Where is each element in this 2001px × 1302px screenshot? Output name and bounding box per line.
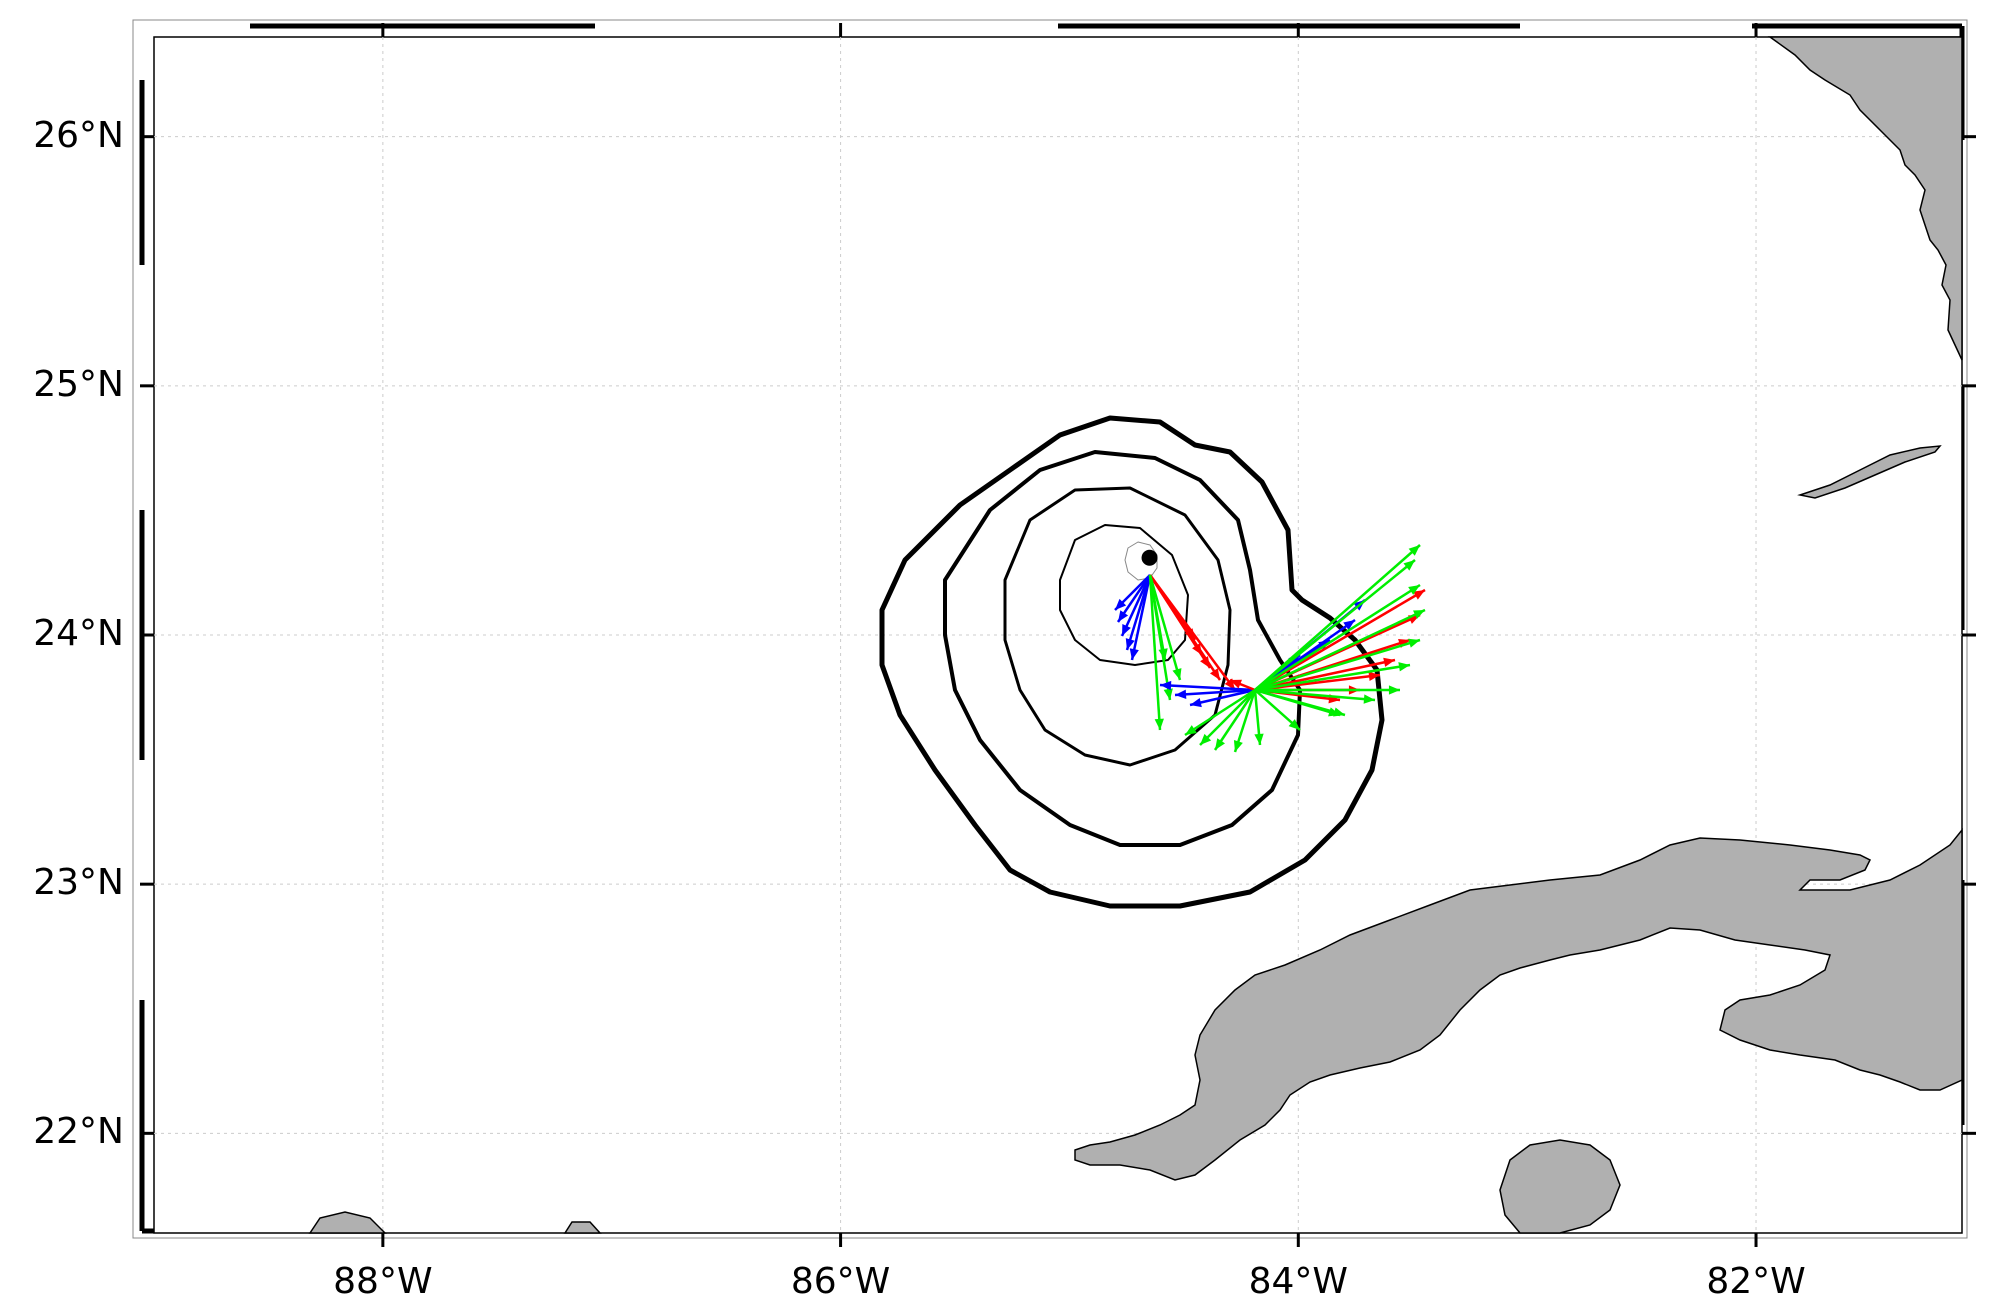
contour-line	[1003, 486, 1232, 767]
yucatan-land	[308, 1211, 387, 1234]
cuba-land	[1074, 827, 1963, 1181]
vector-arrow	[1199, 689, 1256, 746]
vector-arrows	[1114, 544, 1426, 753]
lat-label: 26°N	[33, 114, 124, 156]
contour-line	[943, 450, 1302, 847]
vector-arrow	[1255, 685, 1400, 695]
lon-label: 88°W	[333, 1261, 433, 1302]
vector-arrow	[1120, 574, 1152, 637]
vector-arrow	[1254, 688, 1346, 717]
vector-arrow	[1233, 689, 1257, 753]
vector-arrow	[1189, 688, 1256, 708]
vector-arrow	[1114, 574, 1151, 611]
vector-arrow	[1229, 678, 1256, 692]
contour-line	[879, 415, 1385, 909]
vector-arrow	[1254, 689, 1301, 731]
contour-line	[1124, 541, 1158, 581]
axis-ticks	[140, 23, 1976, 1247]
vector-arrow	[1254, 638, 1421, 692]
contours	[879, 415, 1385, 909]
vector-arrow	[1129, 574, 1152, 661]
vector-arrow	[1116, 574, 1152, 623]
vector-arrow	[1148, 574, 1168, 661]
vector-arrow	[1174, 688, 1256, 699]
vector-arrow	[1254, 544, 1421, 691]
lon-label: 84°W	[1248, 1261, 1348, 1302]
lat-label: 23°N	[33, 862, 124, 904]
vector-arrow	[1159, 680, 1256, 692]
lat-label: 24°N	[33, 613, 124, 654]
florida-keys-land	[1797, 445, 1942, 499]
florida-land	[1767, 36, 1963, 361]
vector-arrow	[1254, 608, 1426, 692]
vector-arrow	[1254, 583, 1421, 692]
vector-arrow	[1253, 689, 1264, 746]
islet-land	[563, 1221, 602, 1234]
vector-arrow	[1184, 688, 1256, 737]
vector-arrow	[1148, 574, 1164, 731]
vector-arrow	[1148, 574, 1182, 681]
vector-arrow	[1213, 689, 1257, 751]
center-point	[1141, 549, 1158, 566]
vector-arrow	[1254, 688, 1376, 704]
lat-label: 25°N	[33, 363, 124, 405]
lon-label: 86°W	[790, 1261, 891, 1302]
vector-arrow	[1254, 559, 1416, 691]
lon-label: 82°W	[1706, 1261, 1806, 1302]
isle-of-youth-land	[1499, 1139, 1621, 1234]
vector-arrow	[1254, 662, 1411, 692]
contour-line	[1059, 524, 1189, 666]
lat-label: 22°N	[33, 1111, 124, 1153]
land-masses	[308, 36, 1963, 1234]
